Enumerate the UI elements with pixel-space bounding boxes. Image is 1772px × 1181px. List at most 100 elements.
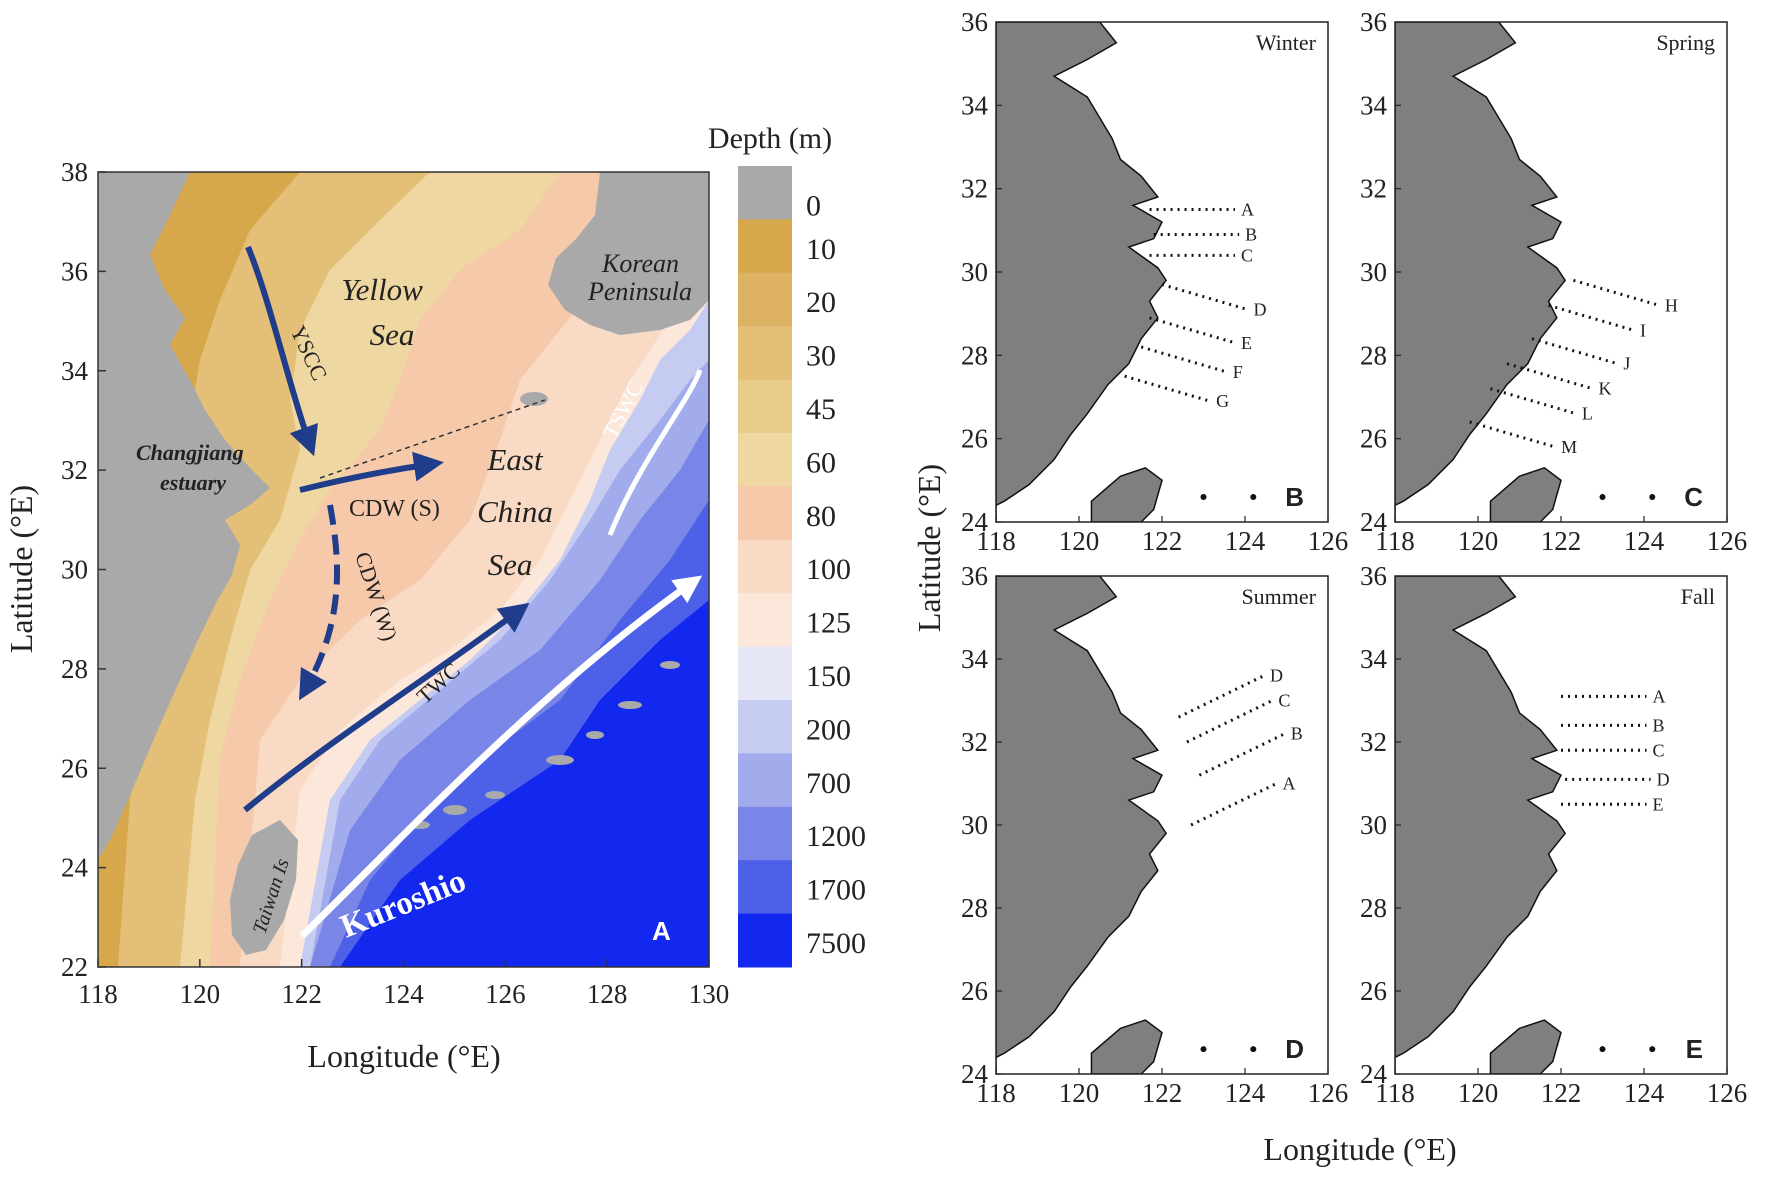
x-tick-label: 120 [1458,1078,1499,1108]
station-label: J [1623,354,1630,374]
y-tick-label: 26 [1360,976,1387,1006]
x-tick-label: 122 [1541,1078,1582,1108]
depth-legend-swatch [738,593,792,648]
depth-legend-swatch [738,486,792,541]
twc-arrow [243,602,530,813]
y-tick-label: 36 [961,7,988,37]
station-label: B [1245,225,1257,245]
mainland-china [98,172,270,860]
small-island [1250,494,1257,500]
depth-legend-swatch [738,753,792,808]
depth-legend-label: 200 [806,713,851,746]
taiwan-island [1090,1019,1163,1074]
station-label: C [1278,691,1290,711]
station-label: G [1216,391,1229,411]
depth-legend-swatch [738,326,792,381]
station-label: C [1652,740,1664,760]
jeju-island [520,392,548,406]
depth-legend-label: 1700 [806,874,866,907]
ryukyu-islands [410,661,680,829]
panel-a-letter: A [652,916,671,946]
china-coast-land [1395,576,1567,1074]
panel-letter: D [1285,1034,1304,1064]
station-label: A [1241,200,1254,220]
y-tick-label: 24 [961,1059,989,1089]
station-label: D [1253,300,1266,320]
small-island [1200,1046,1207,1053]
panel-a-x-axis-label: Longitude (°E) [307,1038,500,1074]
y-tick-label: 30 [61,555,88,585]
station-transect [1531,337,1618,366]
taiwan-island [1090,466,1163,522]
small-island [1599,494,1606,500]
depth-legend-swatch [738,806,792,861]
y-tick-label: 36 [961,561,988,591]
station-transect [1490,387,1577,416]
season-title: Winter [1256,30,1317,55]
x-tick-label: 120 [1458,526,1499,556]
y-tick-label: 30 [961,810,988,840]
station-label: K [1599,379,1612,399]
panel-a-bathymetry-map: Yellow Sea East China Sea Korean Peninsu… [3,122,866,1074]
season-title: Fall [1681,584,1715,609]
small-panels-y-axis-label: Latitude (°E) [911,464,947,632]
x-tick-label: 118 [976,1078,1016,1108]
depth-legend-swatch [738,433,792,487]
y-tick-label: 32 [961,727,988,757]
panel-letter: B [1285,482,1304,512]
yellow-sea-label-2: Sea [370,317,415,352]
x-tick-label: 128 [587,979,628,1009]
changjiang-label-2: estuary [160,470,226,495]
station-label: B [1652,715,1664,735]
depth-legend-label: 20 [806,286,836,319]
yscc-arrow [245,245,318,457]
station-label: F [1233,362,1243,382]
panel-a-y-axis-label: Latitude (°E) [3,485,39,653]
y-tick-label: 34 [961,644,989,674]
station-label: B [1291,724,1303,744]
station-label: M [1561,437,1577,457]
x-tick-label: 124 [383,979,424,1009]
depth-legend-swatch [738,700,792,754]
y-tick-label: 38 [61,157,88,187]
changjiang-label-1: Changjiang [136,440,244,465]
station-label: L [1582,404,1593,424]
station-label: C [1241,245,1253,265]
depth-legend-label: 125 [806,607,851,640]
korean-peninsula-label-2: Peninsula [587,277,692,306]
x-tick-label: 122 [1142,1078,1183,1108]
x-tick-label: 120 [1059,526,1100,556]
station-transect [1149,316,1236,345]
depth-legend-label: 150 [806,660,851,693]
y-tick-label: 36 [1360,7,1387,37]
station-transect [1506,362,1593,391]
y-tick-label: 36 [1360,561,1387,591]
depth-legend: 0 10 20 30 45 60 80 100 125 150 200 700 1200 1700 7500 [738,166,866,968]
y-tick-label: 30 [961,257,988,287]
y-tick-label: 32 [1360,727,1387,757]
depth-legend-swatch [738,379,792,434]
cdw-s-label: CDW (S) [349,496,440,522]
y-tick-label: 28 [1360,893,1387,923]
small-island [1649,494,1656,500]
china-coast-land [1395,22,1567,522]
station-transect [1124,374,1211,403]
x-tick-label: 118 [1375,526,1415,556]
east-china-sea-label-3: Sea [488,547,533,582]
x-tick-label: 118 [976,526,1016,556]
y-tick-label: 26 [961,976,988,1006]
y-tick-label: 36 [61,256,88,286]
x-tick-label: 126 [1308,526,1349,556]
y-tick-label: 24 [1360,507,1388,537]
x-tick-label: 118 [78,979,118,1009]
depth-legend-label: 80 [806,500,836,533]
y-tick-label: 32 [61,455,88,485]
station-transect [1186,699,1274,744]
